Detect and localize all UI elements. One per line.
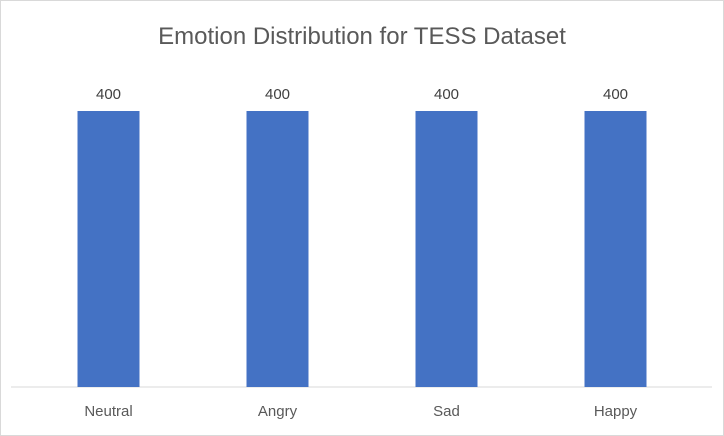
bars-group: [77, 111, 647, 387]
bar-happy: [584, 111, 647, 387]
data-label-angry: 400: [265, 86, 290, 103]
data-label-happy: 400: [603, 86, 628, 103]
chart-title: Emotion Distribution for TESS Dataset: [158, 23, 566, 50]
bar-angry: [246, 111, 309, 387]
x-tick-labels-group: Neutral Angry Sad Happy: [84, 403, 637, 420]
bar-neutral: [77, 111, 140, 387]
x-tick-label-happy: Happy: [594, 403, 638, 420]
x-tick-label-sad: Sad: [433, 403, 460, 420]
x-tick-label-angry: Angry: [258, 403, 298, 420]
data-label-sad: 400: [434, 86, 459, 103]
bar-sad: [415, 111, 478, 387]
data-label-neutral: 400: [96, 86, 121, 103]
data-labels-group: 400 400 400 400: [96, 86, 628, 103]
x-tick-label-neutral: Neutral: [84, 403, 132, 420]
